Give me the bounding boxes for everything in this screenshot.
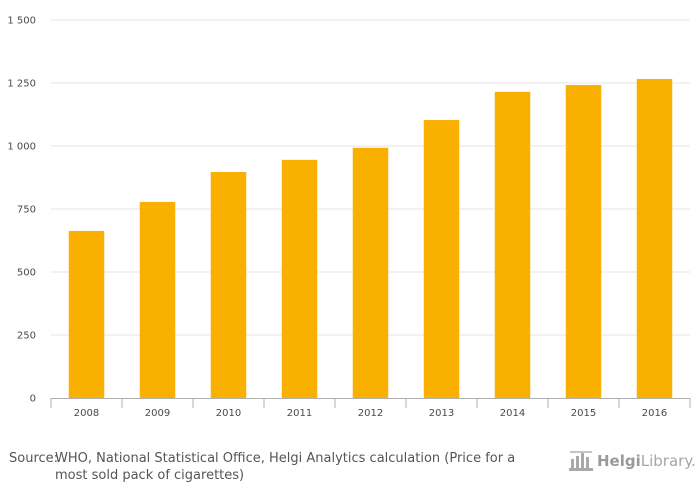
source-text: WHO, National Statistical Office, Helgi … [55,451,516,483]
x-tick-label: 2011 [287,408,312,419]
y-tick-label: 1 250 [7,79,36,90]
x-tick-label: 2014 [500,408,525,419]
x-tick-label: 2013 [429,408,454,419]
x-tick-label: 2015 [571,408,596,419]
building-icon [569,451,593,471]
bar-2008 [68,230,105,398]
x-tick-label: 2009 [145,408,170,419]
bar-2009 [139,201,176,398]
bar-2012 [352,147,389,398]
y-tick-label: 1 500 [7,16,36,27]
logo-name-light: Library. [640,452,696,470]
bar-2014 [494,91,531,398]
bar-2016 [636,78,673,398]
y-tick-label: 500 [17,268,36,279]
x-axis: 2008 2009 2010 2011 2012 2013 2014 2015 2016 [50,398,691,419]
x-tick-label: 2012 [358,408,383,419]
x-tick-label: 2008 [74,408,99,419]
y-tick-label: 250 [17,331,36,342]
bar-2015 [565,85,602,399]
y-tick-label: 0 [30,394,36,405]
y-axis: 0 250 500 750 1 000 1 250 1 500 [7,16,36,405]
y-tick-label: 1 000 [7,142,36,153]
x-tick-label: 2010 [216,408,241,419]
x-tick-label: 2016 [642,408,667,419]
bar-2011 [281,159,318,398]
helgi-library-logo: Helgi Library. [568,450,696,472]
bar-2010 [210,171,247,398]
source-label: Source: [9,451,59,466]
logo-name-bold: Helgi [597,452,641,470]
y-tick-label: 750 [17,205,36,216]
bar-2013 [423,120,460,398]
bars [68,78,673,399]
